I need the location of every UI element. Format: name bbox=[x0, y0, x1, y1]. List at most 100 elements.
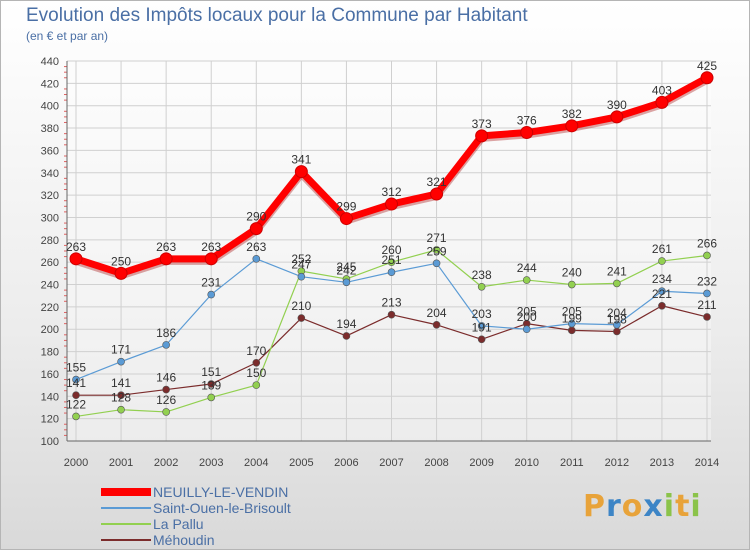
data-point-saint-ouen-le-brisoult bbox=[342, 278, 351, 287]
legend-swatch bbox=[101, 488, 151, 496]
data-point-la-pallu bbox=[522, 276, 531, 284]
x-tick-label: 2009 bbox=[469, 457, 493, 469]
data-point-mehoudin bbox=[387, 310, 396, 319]
data-point-saint-ouen-le-brisoult bbox=[567, 319, 576, 328]
data-point-la-pallu bbox=[703, 251, 711, 260]
data-point-saint-ouen-le-brisoult bbox=[117, 357, 125, 366]
y-tick-label: 320 bbox=[41, 190, 59, 202]
x-tick-label: 2011 bbox=[560, 457, 584, 469]
data-label-neuilly-le-vendin: 425 bbox=[697, 59, 717, 73]
data-point-saint-ouen-le-brisoult bbox=[432, 259, 441, 268]
chart-subtitle: (en € et par an) bbox=[26, 29, 109, 43]
data-point-mehoudin bbox=[342, 332, 351, 340]
data-point-neuilly-le-vendin bbox=[520, 126, 534, 140]
data-label-saint-ouen-le-brisoult: 171 bbox=[111, 343, 131, 357]
legend-label: Méhoudin bbox=[153, 532, 215, 548]
data-point-neuilly-le-vendin bbox=[655, 95, 669, 109]
data-label-la-pallu: 244 bbox=[517, 261, 537, 275]
data-point-la-pallu bbox=[477, 282, 486, 291]
data-label-la-pallu: 266 bbox=[697, 236, 717, 250]
data-point-saint-ouen-le-brisoult bbox=[477, 322, 486, 330]
data-label-neuilly-le-vendin: 312 bbox=[381, 185, 401, 199]
x-tick-label: 2006 bbox=[334, 457, 358, 469]
y-tick-label: 280 bbox=[41, 235, 59, 247]
data-label-mehoudin: 210 bbox=[291, 299, 311, 313]
data-label-mehoudin: 199 bbox=[562, 311, 582, 325]
x-tick-label: 2010 bbox=[514, 457, 538, 469]
data-label-mehoudin: 191 bbox=[472, 320, 492, 334]
data-label-neuilly-le-vendin: 403 bbox=[652, 83, 672, 97]
data-label-saint-ouen-le-brisoult: 232 bbox=[697, 274, 717, 288]
data-label-neuilly-le-vendin: 321 bbox=[427, 175, 447, 189]
data-point-saint-ouen-le-brisoult bbox=[613, 320, 621, 329]
legend-item-neuilly-le-vendin: NEUILLY-LE-VENDIN bbox=[101, 484, 341, 500]
data-point-neuilly-le-vendin bbox=[430, 187, 444, 201]
y-tick-label: 440 bbox=[41, 56, 59, 68]
data-point-saint-ouen-le-brisoult bbox=[703, 289, 711, 298]
data-point-neuilly-le-vendin bbox=[700, 71, 714, 85]
data-point-neuilly-le-vendin bbox=[294, 165, 308, 179]
data-point-neuilly-le-vendin bbox=[114, 266, 128, 280]
data-label-neuilly-le-vendin: 250 bbox=[111, 254, 131, 268]
data-label-neuilly-le-vendin: 290 bbox=[246, 210, 266, 224]
data-label-mehoudin: 198 bbox=[607, 312, 627, 326]
data-label-neuilly-le-vendin: 263 bbox=[156, 240, 176, 254]
data-label-neuilly-le-vendin: 373 bbox=[472, 117, 492, 131]
logo-letter: P bbox=[583, 489, 606, 524]
data-point-saint-ouen-le-brisoult bbox=[162, 341, 170, 349]
data-label-neuilly-le-vendin: 263 bbox=[66, 240, 86, 254]
data-label-neuilly-le-vendin: 382 bbox=[562, 107, 582, 121]
data-label-neuilly-le-vendin: 390 bbox=[607, 98, 627, 112]
data-label-la-pallu: 241 bbox=[607, 264, 627, 278]
data-label-mehoudin: 221 bbox=[652, 287, 672, 301]
logo-letter: i bbox=[663, 489, 676, 524]
data-point-neuilly-le-vendin bbox=[385, 197, 398, 211]
y-tick-label: 220 bbox=[41, 302, 59, 314]
data-label-saint-ouen-le-brisoult: 242 bbox=[336, 263, 356, 277]
y-tick-label: 360 bbox=[41, 145, 59, 157]
x-tick-label: 2000 bbox=[64, 457, 88, 469]
data-label-saint-ouen-le-brisoult: 247 bbox=[291, 258, 311, 272]
x-tick-label: 2004 bbox=[244, 457, 268, 469]
logo-letter: i bbox=[690, 489, 702, 524]
data-point-mehoudin bbox=[658, 301, 666, 310]
x-tick-label: 2012 bbox=[605, 457, 629, 469]
y-tick-label: 140 bbox=[41, 391, 59, 403]
data-point-neuilly-le-vendin bbox=[159, 252, 173, 266]
chart-title: Evolution des Impôts locaux pour la Comm… bbox=[26, 5, 528, 26]
data-label-la-pallu: 252 bbox=[291, 252, 311, 266]
data-label-saint-ouen-le-brisoult: 200 bbox=[517, 310, 537, 324]
y-tick-label: 120 bbox=[41, 414, 59, 426]
data-label-la-pallu: 139 bbox=[201, 378, 221, 392]
data-point-mehoudin bbox=[117, 391, 125, 399]
legend-label: NEUILLY-LE-VENDIN bbox=[153, 484, 289, 500]
data-label-saint-ouen-le-brisoult: 234 bbox=[652, 272, 672, 286]
data-point-la-pallu bbox=[613, 279, 621, 288]
proxiti-logo: Proxiti bbox=[583, 489, 702, 524]
data-label-saint-ouen-le-brisoult: 155 bbox=[66, 361, 86, 375]
y-tick-label: 400 bbox=[41, 101, 59, 113]
data-label-saint-ouen-le-brisoult: 259 bbox=[427, 244, 447, 258]
data-point-saint-ouen-le-brisoult bbox=[207, 290, 216, 299]
data-label-neuilly-le-vendin: 341 bbox=[291, 153, 311, 167]
data-point-mehoudin bbox=[432, 320, 441, 329]
x-tick-label: 2008 bbox=[424, 457, 448, 469]
data-label-mehoudin: 146 bbox=[156, 371, 176, 385]
data-point-saint-ouen-le-brisoult bbox=[658, 287, 666, 296]
data-point-mehoudin bbox=[207, 380, 216, 388]
legend-item-la-pallu: La Pallu bbox=[101, 516, 341, 532]
data-label-la-pallu: 150 bbox=[246, 366, 266, 380]
data-label-saint-ouen-le-brisoult: 263 bbox=[246, 240, 266, 254]
legend-item-mehoudin: Méhoudin bbox=[101, 532, 341, 548]
data-point-saint-ouen-le-brisoult bbox=[387, 268, 396, 277]
x-tick-label: 2007 bbox=[379, 457, 403, 469]
x-tick-label: 2005 bbox=[289, 457, 313, 469]
data-point-la-pallu bbox=[252, 381, 261, 389]
data-label-neuilly-le-vendin: 376 bbox=[517, 114, 537, 128]
data-point-mehoudin bbox=[162, 385, 170, 394]
data-label-mehoudin: 151 bbox=[201, 365, 221, 379]
data-label-saint-ouen-le-brisoult: 205 bbox=[562, 305, 582, 319]
data-label-mehoudin: 194 bbox=[336, 317, 356, 331]
